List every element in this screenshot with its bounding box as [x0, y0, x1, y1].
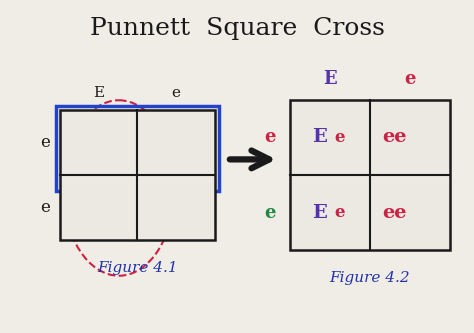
Text: e: e [172, 86, 181, 100]
Text: E: E [312, 129, 327, 147]
Bar [56, 106, 219, 190]
Text: e: e [404, 70, 416, 88]
Text: e: e [334, 204, 345, 221]
Text: Figure 4.1: Figure 4.1 [97, 261, 178, 275]
Text: ee: ee [382, 129, 407, 147]
Text: E: E [312, 203, 327, 221]
Text: Punnett  Square  Cross: Punnett Square Cross [90, 17, 384, 40]
Text: e: e [334, 129, 345, 146]
Text: E: E [93, 86, 104, 100]
Text: e: e [264, 129, 276, 147]
Bar [60, 110, 215, 240]
Text: e: e [264, 203, 276, 221]
Text: Figure 4.2: Figure 4.2 [330, 271, 410, 285]
Text: ee: ee [382, 203, 407, 221]
Text: e: e [40, 199, 50, 216]
Bar [290, 100, 450, 250]
Text: e: e [40, 134, 50, 151]
Text: E: E [323, 70, 337, 88]
